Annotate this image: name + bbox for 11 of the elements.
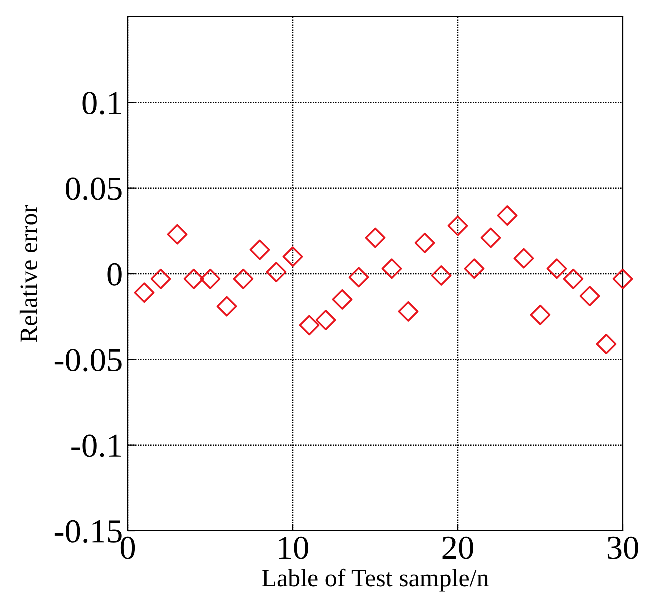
y-tick-label: 0.05	[66, 178, 122, 200]
y-axis-title: Relative error	[20, 205, 38, 342]
y-tick-label: -0.1	[72, 434, 122, 458]
x-axis-title: Lable of Test sample/n	[262, 568, 489, 592]
y-tick-label: -0.05	[54, 349, 122, 372]
x-tick-label: 10	[279, 536, 308, 560]
y-tick-label: 0	[108, 263, 122, 286]
x-tick-label: 30	[608, 536, 638, 560]
y-tick-label: 0.1	[82, 92, 122, 115]
x-tick-label: 20	[442, 536, 474, 560]
y-tick-label: -0.15	[54, 520, 122, 544]
